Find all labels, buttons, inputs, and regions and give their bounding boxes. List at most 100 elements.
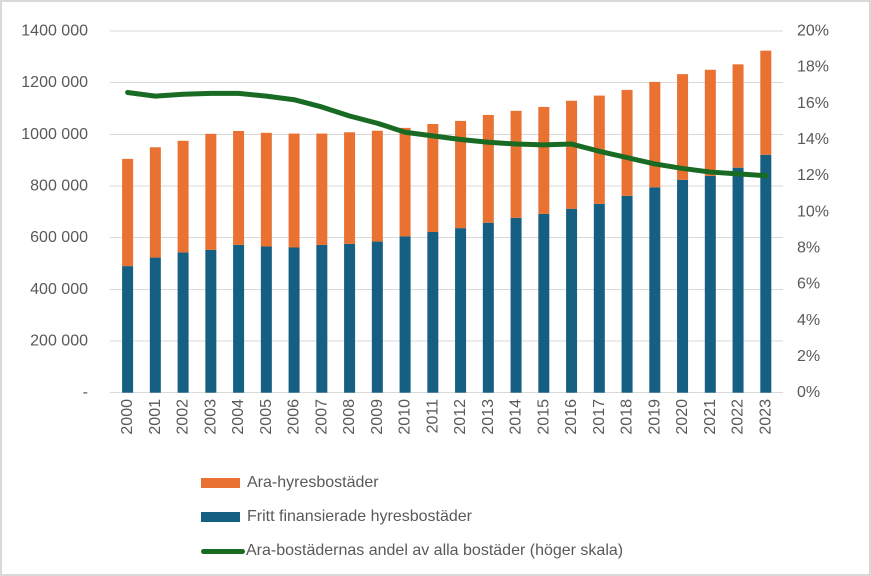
bar-segment-fritt-finansierade xyxy=(399,236,411,393)
x-axis-label: 2012 xyxy=(452,399,469,435)
bar-segment-fritt-finansierade xyxy=(288,247,300,393)
bar-segment-ara-hyresbostader xyxy=(538,106,550,214)
left-axis-label: 200 000 xyxy=(30,333,88,350)
bar-segment-fritt-finansierade xyxy=(455,228,467,393)
right-axis-labels: 20% 18% 16% 14% 12% 10% 8% 6% 4% 2% 0% xyxy=(797,23,829,402)
left-axis-label: 1400 000 xyxy=(21,23,88,40)
bar-segment-ara-hyresbostader xyxy=(371,130,383,242)
bar-segment-ara-hyresbostader xyxy=(288,133,300,248)
bar-segment-fritt-finansierade xyxy=(316,244,328,393)
bar-segment-fritt-finansierade xyxy=(149,257,161,393)
x-axis-label: 2009 xyxy=(369,399,386,435)
bar-segment-ara-hyresbostader xyxy=(177,140,189,253)
x-axis-label: 2020 xyxy=(674,399,691,435)
bar-segment-ara-hyresbostader xyxy=(205,133,217,250)
x-axis-label: 2016 xyxy=(563,399,580,435)
right-axis-label: 10% xyxy=(797,203,829,220)
bar-segment-ara-hyresbostader xyxy=(399,127,411,237)
bar-segment-ara-hyresbostader xyxy=(621,89,633,196)
bar-segment-ara-hyresbostader xyxy=(704,69,716,176)
bar-segment-ara-hyresbostader xyxy=(149,147,161,258)
bar-segment-ara-hyresbostader xyxy=(760,50,772,155)
legend-item-ara-hyresbostader: Ara-hyresbostäder xyxy=(201,466,623,500)
x-axis-label: 2022 xyxy=(730,399,747,435)
bar-segment-ara-hyresbostader xyxy=(510,110,522,218)
bar-segment-fritt-finansierade xyxy=(566,208,578,393)
right-axis-label: 16% xyxy=(797,95,829,112)
x-axis-label: 2008 xyxy=(341,399,358,435)
bar-segment-fritt-finansierade xyxy=(177,252,189,393)
left-axis-labels: 1400 000 1200 000 1000 000 800 000 600 000 40… xyxy=(21,23,88,402)
x-axis-label: 2023 xyxy=(757,399,774,435)
x-axis-label: 2005 xyxy=(258,399,275,435)
left-axis-label: 1000 000 xyxy=(21,126,88,143)
chart-legend: Ara-hyresbostäder Fritt finansierade hyr… xyxy=(201,466,623,568)
bar-segment-ara-hyresbostader xyxy=(233,130,245,245)
gridlines xyxy=(110,30,783,394)
bar-segment-fritt-finansierade xyxy=(482,222,494,393)
bar-segment-fritt-finansierade xyxy=(122,266,134,393)
trend-line-ara-andel xyxy=(125,89,769,179)
bar-segment-fritt-finansierade xyxy=(704,175,716,393)
x-axis-label: 2017 xyxy=(591,399,608,435)
bar-segment-ara-hyresbostader xyxy=(427,124,439,233)
x-axis-labels: 2000 2001 2002 2003 2004 2005 2006 2007 2008 2009… xyxy=(119,399,774,435)
bar-segment-fritt-finansierade xyxy=(593,203,605,393)
right-axis-label: 6% xyxy=(797,276,820,293)
right-axis-label: 4% xyxy=(797,312,820,329)
bar-segment-ara-hyresbostader xyxy=(649,81,661,188)
bar-segment-fritt-finansierade xyxy=(427,232,439,393)
right-axis-label: 18% xyxy=(797,59,829,76)
bar-segment-fritt-finansierade xyxy=(510,217,522,393)
bar-segment-fritt-finansierade xyxy=(344,243,356,393)
bar-segment-ara-hyresbostader xyxy=(566,100,578,209)
bar-segment-fritt-finansierade xyxy=(233,244,245,393)
bar-segment-ara-hyresbostader xyxy=(482,114,494,223)
x-axis-label: 2019 xyxy=(646,399,663,435)
bar-segment-ara-hyresbostader xyxy=(260,132,272,247)
bar-segment-ara-hyresbostader xyxy=(344,132,356,244)
bar-segment-fritt-finansierade xyxy=(260,246,272,393)
x-axis-label: 2004 xyxy=(230,399,247,435)
x-axis-label: 2000 xyxy=(119,399,136,435)
legend-item-ara-andel: Ara-bostädernas andel av alla bostäder (… xyxy=(201,534,623,568)
bar-segment-ara-hyresbostader xyxy=(455,120,467,229)
bar-segment-ara-hyresbostader xyxy=(732,64,744,168)
legend-item-fritt-finansierade: Fritt finansierade hyresbostäder xyxy=(201,500,623,534)
bar-segment-fritt-finansierade xyxy=(205,249,217,393)
left-axis-label: - xyxy=(83,384,88,401)
x-axis-label: 2001 xyxy=(147,399,164,435)
bar-segment-fritt-finansierade xyxy=(621,195,633,393)
right-axis-label: 8% xyxy=(797,240,820,257)
x-axis-label: 2014 xyxy=(508,399,525,435)
bar-series xyxy=(122,50,772,393)
legend-swatch-blue-bar-icon xyxy=(201,512,240,522)
x-axis-label: 2013 xyxy=(480,399,497,435)
right-axis-label: 0% xyxy=(797,384,820,401)
bar-segment-fritt-finansierade xyxy=(538,213,550,393)
right-axis-label: 2% xyxy=(797,348,820,365)
left-axis-label: 600 000 xyxy=(30,229,88,246)
right-axis-label: 20% xyxy=(797,23,829,40)
bar-segment-fritt-finansierade xyxy=(760,154,772,393)
x-axis-label: 2002 xyxy=(175,399,192,435)
combo-chart-plot: 1400 000 1200 000 1000 000 800 000 600 000 40… xyxy=(21,23,829,435)
legend-swatch-orange-bar-icon xyxy=(201,478,240,488)
bar-segment-fritt-finansierade xyxy=(649,187,661,393)
legend-label: Ara-bostädernas andel av alla bostäder (… xyxy=(246,542,624,559)
bar-segment-fritt-finansierade xyxy=(677,179,689,393)
right-axis-label: 12% xyxy=(797,167,829,184)
x-axis-label: 2011 xyxy=(424,399,441,434)
x-axis-label: 2021 xyxy=(702,399,719,435)
x-axis-label: 2006 xyxy=(286,399,303,435)
left-axis-label: 800 000 xyxy=(30,178,88,195)
bar-segment-ara-hyresbostader xyxy=(677,74,689,180)
left-axis-label: 400 000 xyxy=(30,281,88,298)
x-axis-label: 2010 xyxy=(397,399,414,435)
x-axis-label: 2015 xyxy=(535,399,552,435)
left-axis-label: 1200 000 xyxy=(21,74,88,91)
legend-label: Ara-hyresbostäder xyxy=(247,474,379,491)
bar-segment-ara-hyresbostader xyxy=(316,133,328,245)
x-axis-label: 2018 xyxy=(619,399,636,435)
legend-label: Fritt finansierade hyresbostäder xyxy=(247,508,472,525)
